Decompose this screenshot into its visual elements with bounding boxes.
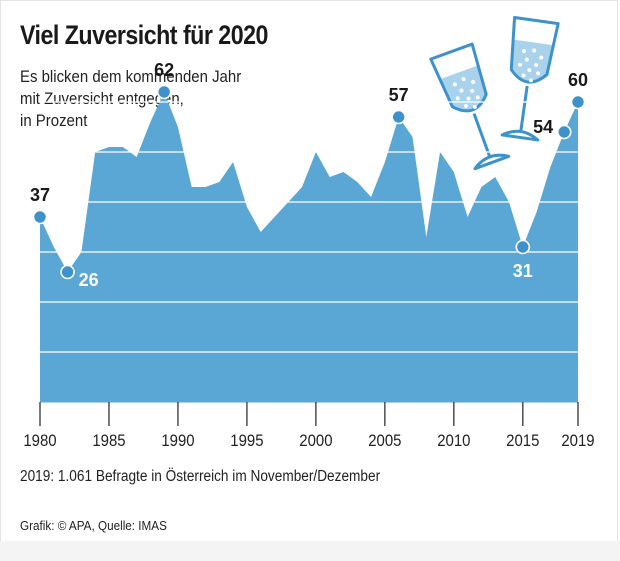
right-glass-icon (500, 16, 560, 142)
data-label-1982: 26 (79, 270, 99, 290)
x-axis: 1980 1985 1990 1995 2000 2005 2010 2015 2019 (23, 401, 595, 450)
subtitle-line-2: mit Zuversicht entgegen, (20, 89, 184, 108)
data-label-2018: 54 (533, 117, 553, 137)
data-label-2019: 60 (568, 70, 588, 90)
bubble (532, 48, 537, 53)
data-label-2006: 57 (389, 85, 409, 105)
chart-data-labels: 37 26 62 57 31 54 60 (30, 60, 588, 290)
survey-note: 2019: 1.061 Befragte in Österreich im No… (20, 468, 381, 485)
bubble (471, 80, 476, 85)
glass-stem (472, 113, 492, 158)
bubble (455, 96, 460, 101)
x-tick-label-2010: 2010 (437, 432, 470, 450)
data-point-2018 (556, 124, 572, 140)
x-tick-label-1980: 1980 (23, 432, 56, 450)
bubble (472, 104, 477, 109)
glass-foot (473, 153, 511, 171)
bubble (527, 68, 532, 73)
x-tick-label-2005: 2005 (368, 432, 401, 450)
x-tick-label-1985: 1985 (92, 432, 125, 450)
data-point-2015 (515, 239, 531, 255)
bubble (461, 77, 466, 82)
glass-liquid (440, 65, 486, 110)
bubble (521, 73, 526, 78)
subtitle-line-3: in Prozent (20, 111, 88, 130)
data-point-1982 (60, 264, 75, 280)
bubble (459, 88, 464, 93)
chart-subtitle: Es blicken dem kommenden Jahr mit Zuvers… (20, 66, 241, 132)
data-label-1980: 37 (30, 185, 50, 205)
left-glass-icon (429, 42, 511, 171)
champagne-glasses-icon (429, 16, 560, 171)
glass-foot (500, 129, 540, 142)
chart-plot-area (40, 92, 578, 402)
bubble (524, 57, 529, 62)
data-point-2006 (391, 109, 406, 125)
data-point-1989 (156, 84, 172, 100)
data-point-1980 (32, 209, 48, 225)
data-point-2019 (570, 94, 586, 110)
bubble (534, 62, 539, 67)
source-credit: Grafik: © APA, Quelle: IMAS (20, 518, 167, 533)
bubble (452, 82, 457, 87)
x-tick-label-1990: 1990 (161, 432, 194, 450)
bubble (518, 62, 523, 67)
bubble (475, 95, 480, 100)
bubble (521, 49, 526, 54)
data-label-2015: 31 (513, 261, 533, 281)
data-label-1989: 62 (154, 60, 174, 80)
x-tick-label-2015: 2015 (506, 432, 539, 450)
bubble (466, 96, 471, 101)
bubble (539, 55, 544, 60)
subtitle-line-1: Es blicken dem kommenden Jahr (20, 67, 242, 86)
bubble (528, 78, 533, 83)
x-tick-label-2019: 2019 (561, 432, 594, 450)
bubble (463, 103, 468, 108)
page-title: Viel Zuversicht für 2020 (20, 20, 268, 50)
bottom-band (0, 541, 620, 561)
chart-gridlines (40, 101, 578, 353)
bubble (470, 88, 475, 93)
bubble (536, 71, 541, 76)
x-tick-label-1995: 1995 (230, 432, 263, 450)
x-tick-label-2000: 2000 (299, 432, 332, 450)
glass-stem (519, 85, 529, 132)
confidence-area (40, 92, 578, 402)
chart-highlight-points (32, 84, 586, 280)
